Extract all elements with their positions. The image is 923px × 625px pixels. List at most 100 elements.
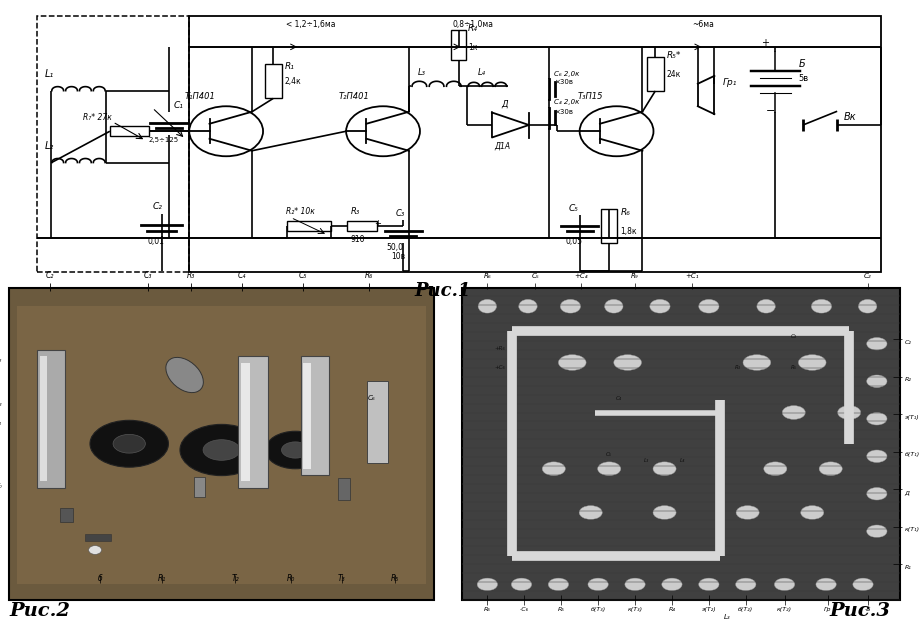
Text: +R₆: +R₆ [495,346,506,351]
Text: Д: Д [501,99,508,108]
Bar [17,306,426,584]
Ellipse shape [699,299,719,313]
Text: < 1,2÷1,6ма: < 1,2÷1,6ма [286,20,336,29]
Text: L₄: L₄ [478,68,486,77]
Bar [301,356,329,475]
Text: R₆: R₆ [484,608,491,612]
Text: R₀: R₀ [287,574,294,583]
Bar [60,508,73,522]
Ellipse shape [782,406,805,419]
Ellipse shape [580,506,603,519]
Text: +C₆: +C₆ [495,365,506,370]
Text: б: б [97,574,102,583]
Text: C₅: C₅ [569,204,579,213]
Text: L₁: L₁ [44,69,54,79]
Text: R₉: R₉ [631,273,639,279]
Ellipse shape [736,578,756,591]
Bar [338,478,350,500]
Ellipse shape [867,525,887,538]
Bar [367,381,388,462]
Ellipse shape [867,450,887,462]
Bar [40,356,47,481]
Text: б(T₃): б(T₃) [591,608,605,612]
Ellipse shape [588,578,608,591]
Text: T₃П15: T₃П15 [578,92,604,101]
Text: R₅*: R₅* [666,51,681,60]
Text: Рис.1: Рис.1 [414,282,472,299]
Text: R₅: R₅ [791,365,797,370]
Text: L₃L₄: L₃L₄ [0,420,2,426]
Ellipse shape [853,578,873,591]
Ellipse shape [203,440,240,460]
Text: ×30в: ×30в [554,109,573,115]
Text: Д: Д [905,490,909,495]
Circle shape [346,106,420,156]
Text: Рис.3: Рис.3 [830,602,891,619]
Ellipse shape [837,406,860,419]
Ellipse shape [653,462,676,476]
Text: э(T₂): э(T₂) [701,608,716,612]
Text: Вк: Вк [844,112,857,122]
Text: 910: 910 [351,235,366,244]
Ellipse shape [867,338,887,350]
Ellipse shape [820,462,843,476]
Text: L₂: L₂ [44,141,54,151]
Text: C₃: C₃ [791,334,797,339]
Text: C₂: C₂ [864,273,871,279]
Bar [347,221,377,231]
Ellipse shape [113,434,146,453]
Ellipse shape [477,578,497,591]
Ellipse shape [650,299,670,313]
Ellipse shape [542,462,565,476]
Text: 10в: 10в [391,252,405,261]
Text: R₅: R₅ [557,608,565,612]
Ellipse shape [558,355,586,370]
Text: 50,0: 50,0 [387,243,403,252]
Text: C₅: C₅ [606,452,612,458]
Text: C₂: C₂ [905,340,911,345]
Text: R₁: R₁ [905,565,911,570]
Bar [238,356,268,488]
Text: к(T₁): к(T₁) [905,528,919,532]
Text: C₂: C₂ [152,202,162,211]
Text: 2,4к: 2,4к [284,78,301,86]
Circle shape [580,106,653,156]
Text: +C₁: +C₁ [686,273,699,279]
Text: C₂: C₂ [45,271,54,280]
Ellipse shape [266,431,325,469]
Ellipse shape [816,578,836,591]
Text: к(T₂): к(T₂) [777,608,792,612]
Text: T₃: T₃ [338,574,345,583]
Text: C₄: C₄ [237,271,246,280]
Text: C₄ 2,0к: C₄ 2,0к [554,99,579,105]
Circle shape [89,546,102,554]
Text: L₃: L₃ [643,459,649,464]
Ellipse shape [699,578,719,591]
Text: L₄: L₄ [680,459,686,464]
Ellipse shape [800,506,824,519]
Ellipse shape [811,299,832,313]
Text: R₂: R₂ [0,357,2,364]
Text: к(T₃): к(T₃) [628,608,642,612]
Ellipse shape [478,299,497,313]
Text: C₃: C₃ [396,209,405,217]
Text: ×30в: ×30в [554,79,573,86]
Text: R₆: R₆ [366,271,373,280]
Text: R₆: R₆ [484,273,491,279]
Ellipse shape [757,299,775,313]
Text: C₃: C₃ [143,271,152,280]
Bar [37,16,189,272]
Text: Д1А: Д1А [494,142,509,151]
Text: +C₄: +C₄ [575,273,588,279]
Text: C₄: C₄ [616,396,621,401]
Ellipse shape [764,462,786,476]
Bar [85,534,111,541]
Text: -C₆: -C₆ [520,608,529,612]
Bar [303,362,311,469]
Ellipse shape [511,578,532,591]
Text: -Б: -Б [864,608,871,612]
Bar [110,126,149,136]
Text: C₁: C₁ [174,101,184,110]
Ellipse shape [867,375,887,388]
Text: C₆: C₆ [367,395,375,401]
